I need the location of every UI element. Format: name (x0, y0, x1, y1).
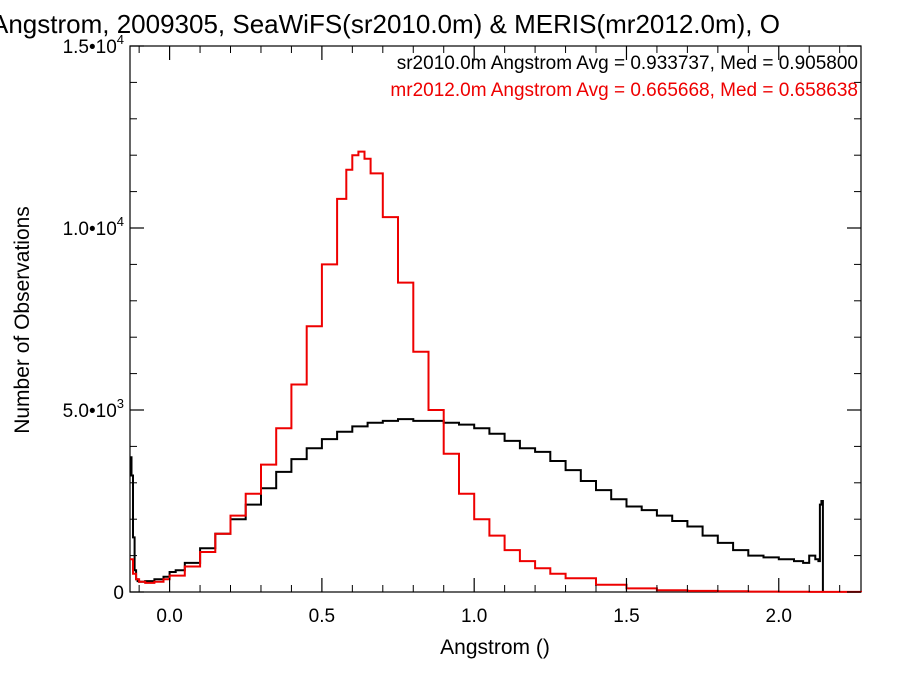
legend-entry-sr2010: sr2010.0m Angstrom Avg = 0.933737, Med =… (397, 53, 858, 74)
y-tick-label: 1.0•104 (63, 214, 124, 240)
chart-title: Angstrom, 2009305, SeaWiFS(sr2010.0m) & … (0, 9, 780, 39)
x-tick-label: 0.5 (309, 606, 335, 627)
series-line-sr2010.0m (130, 418, 824, 592)
plot-frame (129, 45, 862, 593)
y-tick-label: 5.0•103 (63, 396, 124, 422)
series-layer (130, 150, 862, 593)
plot-area: 0.0 0.5 1.0 1.5 2.0 0 5.0•103 1.0•104 1.5•104 (63, 32, 862, 627)
y-tick-label: 0 (113, 583, 124, 604)
tick-layer: 0.0 0.5 1.0 1.5 2.0 0 5.0•103 1.0•104 1.5•104 (63, 32, 861, 627)
x-axis-label: Angstrom () (440, 636, 550, 659)
x-tick-label: 0.0 (156, 606, 182, 627)
series-line-mr2012.0m (130, 150, 862, 593)
y-axis-label: Number of Observations (11, 206, 34, 434)
x-tick-label: 1.5 (613, 606, 639, 627)
x-tick-label: 2.0 (766, 606, 792, 627)
legend: sr2010.0m Angstrom Avg = 0.933737, Med =… (390, 53, 858, 101)
y-tick-label: 1.5•104 (63, 32, 124, 58)
legend-entry-mr2012: mr2012.0m Angstrom Avg = 0.665668, Med =… (390, 80, 858, 101)
x-tick-label: 1.0 (461, 606, 487, 627)
